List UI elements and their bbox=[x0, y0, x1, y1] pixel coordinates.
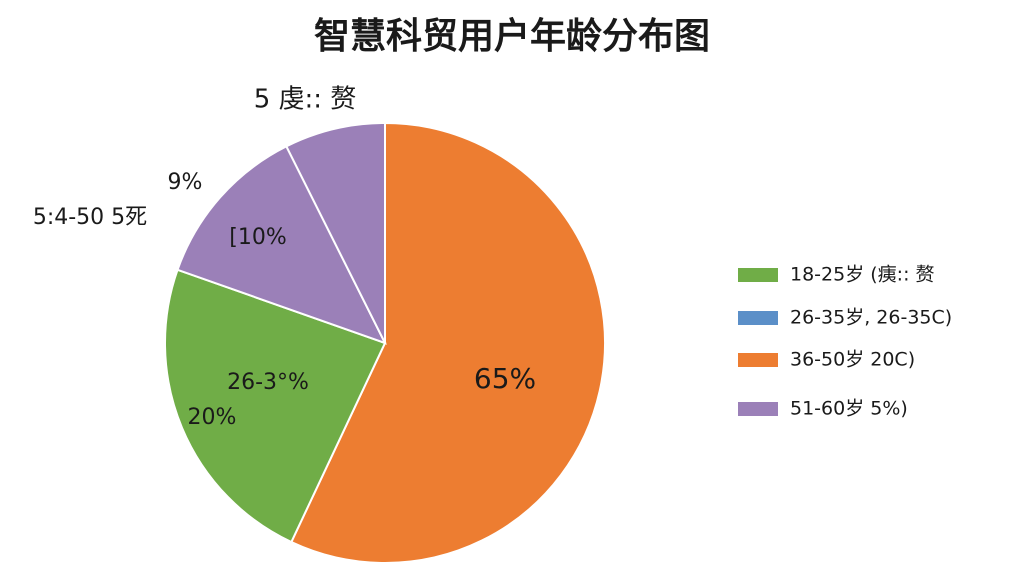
legend-label: 36-50岁 20C) bbox=[790, 349, 915, 371]
pie-slice bbox=[164, 268, 387, 544]
legend-swatch bbox=[738, 268, 778, 282]
pie-slice bbox=[285, 121, 386, 344]
slice-label: 20% bbox=[188, 405, 237, 430]
legend-label: 18-25岁 (痍:: 赘 bbox=[790, 264, 935, 286]
slice-label: 65% bbox=[474, 362, 536, 395]
slice-label: [10% bbox=[229, 225, 286, 250]
legend-label: 26-35岁, 26-35C) bbox=[790, 307, 952, 329]
slice-label: 26-3°% bbox=[227, 370, 309, 395]
slice-label: 9% bbox=[168, 170, 203, 195]
legend-swatch bbox=[738, 353, 778, 367]
pie-slice bbox=[289, 121, 606, 564]
chart-title: 智慧科贸用户年龄分布图 bbox=[314, 16, 710, 57]
pie-slice bbox=[176, 145, 388, 345]
legend-label: 51-60岁 5%) bbox=[790, 398, 908, 420]
legend-swatch bbox=[738, 402, 778, 416]
slice-label: 5:4-50 5死 bbox=[33, 205, 147, 230]
slice-label: 5 虔:: 赘 bbox=[254, 85, 357, 115]
legend-swatch bbox=[738, 311, 778, 325]
